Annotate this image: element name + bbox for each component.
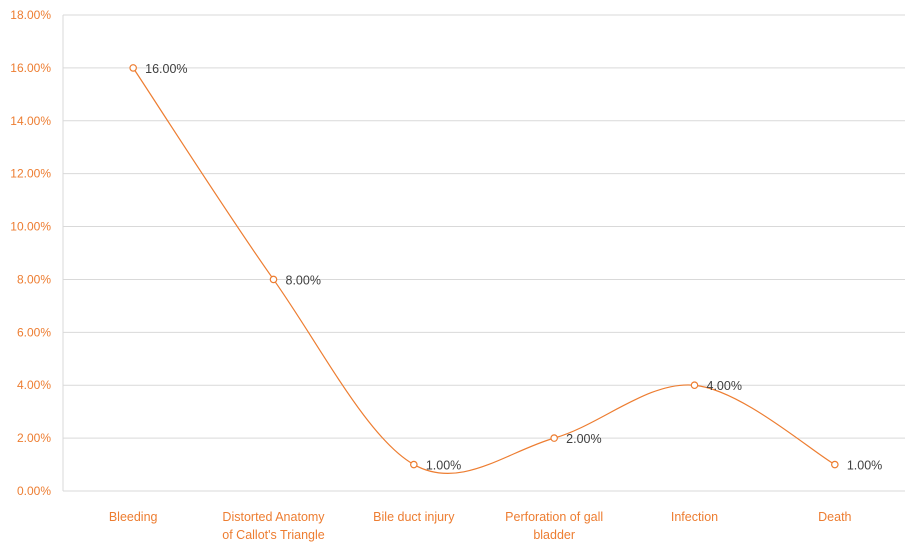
gridlines — [62, 14, 905, 492]
data-label: 1.00% — [426, 459, 461, 473]
x-tick-label: Death — [818, 510, 851, 524]
x-tick-label-line: Death — [818, 510, 851, 524]
y-tick-label: 10.00% — [10, 220, 51, 234]
y-tick-label: 14.00% — [10, 114, 51, 128]
x-tick-label-line: Distorted Anatomy — [222, 510, 325, 524]
x-tick-label: Bile duct injury — [373, 510, 455, 524]
data-label: 8.00% — [286, 273, 321, 287]
y-tick-label: 8.00% — [17, 272, 51, 286]
y-tick-label: 4.00% — [17, 378, 51, 392]
data-point — [690, 381, 699, 390]
x-tick-label-line: Bleeding — [109, 510, 158, 524]
x-tick-label: Bleeding — [109, 510, 158, 524]
x-tick-label-line: of Callot's Triangle — [222, 528, 324, 542]
data-points — [129, 64, 839, 469]
data-label: 1.00% — [847, 459, 882, 473]
x-axis-ticks: Bleeding Distorted Anatomy of Callot's Tri… — [109, 510, 852, 542]
y-tick-label: 16.00% — [10, 61, 51, 75]
data-point — [410, 460, 418, 469]
x-tick-label-line: bladder — [533, 528, 575, 542]
x-tick-label-line: Infection — [671, 510, 718, 524]
data-point — [831, 460, 839, 469]
x-tick-label: Perforation of gall bladder — [505, 510, 603, 542]
data-point — [269, 275, 278, 284]
data-point — [129, 64, 137, 72]
data-label: 16.00% — [145, 62, 187, 76]
x-tick-label: Infection — [671, 510, 718, 524]
y-tick-label: 6.00% — [17, 325, 51, 339]
data-point — [550, 434, 558, 442]
data-label: 4.00% — [707, 379, 742, 393]
y-tick-label: 18.00% — [10, 8, 51, 22]
y-tick-label: 0.00% — [17, 484, 51, 498]
data-label: 2.00% — [566, 432, 601, 446]
y-axis-ticks: 0.00% 2.00% 4.00% 6.00% 8.00% 10.00% 12.00% 14.… — [10, 8, 51, 498]
data-labels: 16.00% 8.00% 1.00% 2.00% 4.00% 1.00% — [145, 62, 882, 473]
x-tick-label: Distorted Anatomy of Callot's Triangle — [222, 510, 325, 542]
series-line — [132, 67, 836, 475]
y-tick-label: 2.00% — [17, 431, 51, 445]
x-tick-label-line: Perforation of gall — [505, 510, 603, 524]
y-tick-label: 12.00% — [10, 167, 51, 181]
x-tick-label-line: Bile duct injury — [373, 510, 455, 524]
